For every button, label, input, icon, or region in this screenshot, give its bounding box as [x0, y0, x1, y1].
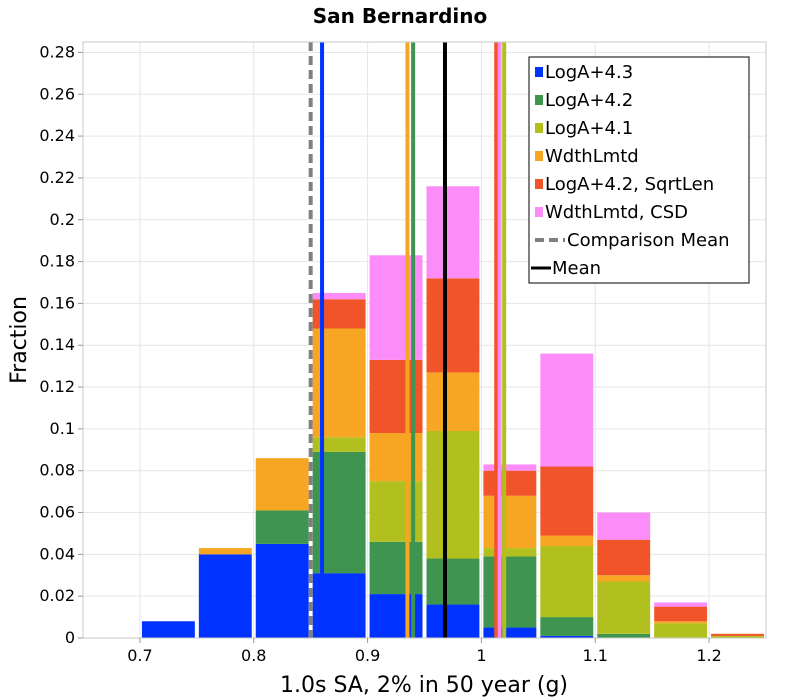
mean-lines [308, 42, 507, 638]
y-tick-label: 0.12 [39, 377, 75, 396]
bar-segment-wdthlmtd [654, 621, 708, 624]
y-tick-label: 0.1 [50, 419, 75, 438]
bar-segment-loga-4-2-sqrtlen [540, 466, 594, 536]
y-tick-label: 0.02 [39, 586, 75, 605]
bar-segment-loga-4-3 [483, 627, 537, 638]
bar-segment-loga-4-2-sqrtlen [483, 470, 537, 496]
y-tick-label: 0.2 [50, 210, 75, 229]
legend-label: LogA+4.2 [545, 90, 633, 111]
bar-segment-loga-4-2-sqrtlen [426, 278, 480, 373]
y-tick-label: 0.06 [39, 503, 75, 522]
bar-segment-loga-4-1 [540, 545, 594, 618]
legend-label: Comparison Mean [567, 230, 730, 251]
legend: LogA+4.3 LogA+4.2 LogA+4.1 WdthLmtd LogA+4.2… [528, 56, 750, 284]
bar-segment-loga-4-2 [483, 556, 537, 628]
bar-segment-loga-4-3 [198, 554, 252, 638]
legend-label: LogA+4.2, SqrtLen [545, 174, 714, 195]
bar-segment-loga-4-3 [540, 635, 594, 638]
bar-segment-wdthlmtd-csd [540, 353, 594, 467]
bar-segment-wdthlmtd-csd [426, 186, 480, 279]
y-tick-label: 0.08 [39, 461, 75, 480]
bar-segment-loga-4-1 [711, 635, 764, 638]
x-tick-label: 0.9 [355, 646, 380, 665]
y-tick-label: 0 [65, 628, 75, 647]
y-tick-label: 0.28 [39, 42, 75, 61]
bar-segment-wdthlmtd [255, 458, 309, 511]
x-tick-label: 1.1 [583, 646, 608, 665]
y-axis-ticks: 0 0.02 0.04 0.06 0.08 0.1 0.12 0.14 0.16 0.18 0.2 0… [39, 42, 83, 647]
y-tick-label: 0.04 [39, 544, 75, 563]
bar-segment-wdthlmtd-csd [312, 292, 366, 300]
y-tick-label: 0.24 [39, 126, 75, 145]
bar-segment-loga-4-2 [426, 558, 480, 605]
y-tick-label: 0.26 [39, 84, 75, 103]
bar-segment-wdthlmtd [426, 372, 480, 431]
bar-segment-loga-4-1 [654, 623, 708, 638]
legend-label: Mean [552, 258, 601, 279]
bar-segment-loga-4-2 [255, 510, 309, 544]
legend-swatch [535, 179, 543, 189]
bar-segment-loga-4-3 [141, 621, 195, 638]
legend-label: WdthLmtd, CSD [545, 202, 688, 223]
x-axis-ticks: 0.7 0.8 0.9 1 1.1 1.2 [127, 638, 722, 665]
bar-segment-loga-4-1 [483, 548, 537, 557]
x-tick-label: 0.7 [127, 646, 152, 665]
legend-swatch [535, 123, 543, 133]
bar-segment-loga-4-2 [540, 617, 594, 636]
x-tick-label: 1 [476, 646, 486, 665]
y-axis-label: Fraction [7, 296, 32, 384]
bar-segment-wdthlmtd [483, 495, 537, 549]
bar-segment-wdthlmtd-csd [654, 602, 708, 607]
bar-segment-loga-4-3 [426, 604, 480, 638]
bar-segment-loga-4-1 [312, 437, 366, 452]
x-tick-label: 1.2 [696, 646, 721, 665]
bar-segment-wdthlmtd [597, 575, 651, 582]
legend-label: LogA+4.3 [545, 62, 633, 83]
bar-segment-wdthlmtd [540, 535, 594, 546]
y-tick-label: 0.16 [39, 293, 75, 312]
bar-segment-wdthlmtd [198, 548, 252, 555]
bar-segment-wdthlmtd-csd [597, 512, 651, 540]
bar-segment-loga-4-2 [597, 633, 651, 638]
bar-segment-loga-4-1 [426, 430, 480, 559]
x-axis-label: 1.0s SA, 2% in 50 year (g) [280, 673, 568, 698]
chart-title: San Bernardino [313, 4, 488, 28]
legend-swatch [535, 207, 543, 217]
bar-segment-loga-4-2-sqrtlen [654, 606, 708, 622]
legend-swatch [535, 95, 543, 105]
y-tick-label: 0.18 [39, 252, 75, 271]
bar-segment-loga-4-2-sqrtlen [711, 633, 764, 636]
legend-box [528, 56, 750, 284]
legend-swatch [535, 67, 543, 77]
bar-segment-loga-4-2-sqrtlen [597, 539, 651, 576]
legend-label: LogA+4.1 [545, 118, 633, 139]
bar-segment-wdthlmtd-csd [483, 464, 537, 471]
legend-label: WdthLmtd [545, 146, 639, 167]
bar-segment-loga-4-1 [597, 581, 651, 634]
y-tick-label: 0.14 [39, 335, 75, 354]
x-tick-label: 0.8 [241, 646, 266, 665]
bar-segment-loga-4-3 [255, 543, 309, 638]
legend-swatch [535, 151, 543, 161]
plot-frame [82, 41, 767, 639]
y-tick-label: 0.22 [39, 168, 75, 187]
